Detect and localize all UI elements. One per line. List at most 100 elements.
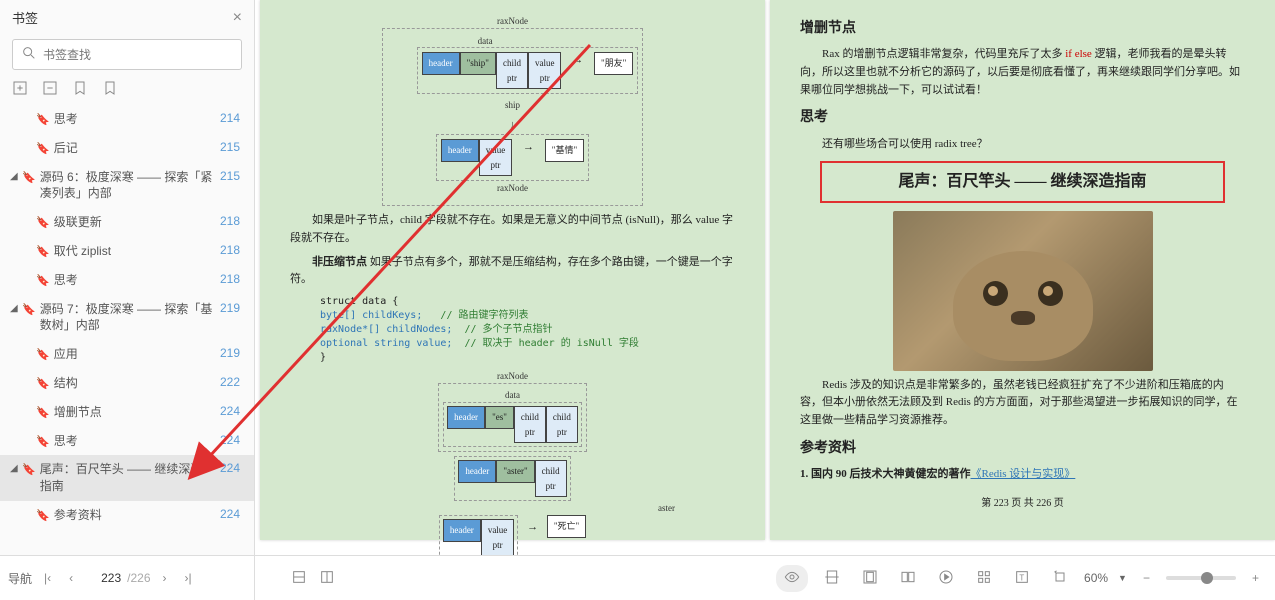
bookmark-item[interactable]: 🔖 取代 ziplist 218 bbox=[0, 237, 254, 266]
close-icon[interactable]: × bbox=[233, 9, 242, 27]
rotate-icon[interactable] bbox=[1046, 563, 1074, 594]
bookmark-sidebar: 书签 × 🔖思考214🔖后记215◢🔖源码 6：极度深寒 —— 探索「紧凑列表」… bbox=[0, 0, 255, 555]
fit-width-icon[interactable] bbox=[818, 563, 846, 594]
bookmark-tree[interactable]: 🔖思考214🔖后记215◢🔖源码 6：极度深寒 —— 探索「紧凑列表」内部215… bbox=[0, 105, 254, 555]
zoom-in-icon[interactable]: + bbox=[1246, 565, 1265, 591]
bookmark-page: 218 bbox=[220, 243, 240, 257]
bookmark-page: 224 bbox=[220, 404, 240, 418]
sidebar-title: 书签 bbox=[12, 8, 38, 27]
last-page-icon[interactable]: ›| bbox=[179, 565, 198, 591]
bookmark-item[interactable]: 🔖 思考 218 bbox=[0, 266, 254, 295]
bookmark-page: 214 bbox=[220, 111, 240, 125]
collapse-all-icon[interactable] bbox=[42, 80, 58, 99]
bookmark-item[interactable]: 🔖应用219 bbox=[0, 340, 254, 369]
bookmark-item[interactable]: 🔖后记215 bbox=[0, 134, 254, 163]
bookmark-glyph-icon: 🔖 bbox=[36, 245, 50, 258]
bookmark-item[interactable]: 🔖 结构 222 bbox=[0, 369, 254, 398]
bookmark-item[interactable]: 🔖 思考 214 bbox=[0, 105, 254, 134]
bookmark-label: 思考 bbox=[54, 111, 214, 128]
caret-icon[interactable]: ◢ bbox=[10, 463, 22, 474]
paragraph: Redis 涉及的知识点是非常繁多的，虽然老钱已经疯狂扩充了不少进阶和压箱底的内… bbox=[800, 377, 1245, 430]
reference: 1. 国内 90 后技术大神黄健宏的著作《Redis 设计与实现》 bbox=[800, 466, 1245, 484]
first-page-icon[interactable]: |‹ bbox=[38, 565, 57, 591]
play-icon[interactable] bbox=[932, 563, 960, 594]
section-heading: 参考资料 bbox=[800, 438, 1245, 460]
zoom-slider[interactable] bbox=[1166, 576, 1236, 580]
bookmark-chapter[interactable]: ◢🔖 源码 7：极度深寒 —— 探索「基数树」内部 219 bbox=[0, 295, 254, 341]
bookmark-label: 思考 bbox=[54, 433, 214, 450]
outline-icon[interactable] bbox=[313, 563, 341, 594]
bookmark-label: 后记 bbox=[54, 140, 214, 157]
bookmark-label: 级联更新 bbox=[54, 214, 214, 231]
next-page-icon[interactable]: › bbox=[157, 565, 173, 591]
bookmark-glyph-icon: 🔖 bbox=[36, 216, 50, 229]
bookmark-page: 219 bbox=[220, 346, 240, 360]
bookmark-glyph-icon: 🔖 bbox=[36, 377, 50, 390]
bookmark-label: 源码 6：极度深寒 —— 探索「紧凑列表」内部 bbox=[40, 169, 214, 203]
bookmark-outline-icon[interactable] bbox=[102, 80, 118, 99]
bookmark-page: 224 bbox=[220, 507, 240, 521]
grid-icon[interactable] bbox=[970, 563, 998, 594]
thumbnail-icon[interactable] bbox=[285, 563, 313, 594]
page-input[interactable] bbox=[85, 571, 121, 585]
page-viewport: raxNode data header"ship"child ptrvalue … bbox=[255, 0, 1275, 555]
bookmark-chapter[interactable]: ◢🔖源码 6：极度深寒 —— 探索「紧凑列表」内部215 bbox=[0, 163, 254, 209]
eye-icon[interactable] bbox=[776, 565, 808, 592]
bookmark-page: 224 bbox=[220, 433, 240, 447]
bookmark-page: 224 bbox=[220, 461, 240, 475]
bookmark-glyph-icon: 🔖 bbox=[36, 274, 50, 287]
paragraph: 还有哪些场合可以使用 radix tree？ bbox=[800, 136, 1245, 154]
bookmark-label: 应用 bbox=[54, 346, 214, 363]
section-heading: 增删节点 bbox=[800, 18, 1245, 40]
search-input[interactable] bbox=[43, 48, 233, 62]
text-icon[interactable]: T bbox=[1008, 563, 1036, 594]
bookmark-page: 222 bbox=[220, 375, 240, 389]
page-223: 增删节点 Rax 的增删节点逻辑非常复杂，代码里充斥了太多 if else 逻辑… bbox=[770, 0, 1275, 540]
bookmark-label: 源码 7：极度深寒 —— 探索「基数树」内部 bbox=[40, 301, 214, 335]
section-heading: 思考 bbox=[800, 107, 1245, 129]
paragraph: Rax 的增删节点逻辑非常复杂，代码里充斥了太多 if else 逻辑，老师我看… bbox=[800, 46, 1245, 99]
bottom-toolbar: 导航 |‹ ‹ /226 › ›| T 60% ▼ − + bbox=[0, 555, 1275, 600]
bookmark-glyph-icon: 🔖 bbox=[22, 463, 36, 476]
bookmark-glyph-icon: 🔖 bbox=[36, 113, 50, 126]
zoom-out-icon[interactable]: − bbox=[1137, 565, 1156, 591]
bookmark-page: 215 bbox=[220, 140, 240, 154]
bookmark-glyph-icon: 🔖 bbox=[36, 509, 50, 522]
svg-text:T: T bbox=[1019, 573, 1024, 582]
bookmark-glyph-icon: 🔖 bbox=[22, 171, 36, 184]
zoom-percent: 60% bbox=[1084, 571, 1108, 585]
bookmark-label: 增删节点 bbox=[54, 404, 214, 421]
bookmark-label: 取代 ziplist bbox=[54, 243, 214, 260]
code-block: struct data { byte[] childKeys; // 路由键字符… bbox=[320, 295, 735, 365]
diagram-label: raxNode bbox=[290, 14, 735, 28]
bookmark-page: 219 bbox=[220, 301, 240, 315]
expand-all-icon[interactable] bbox=[12, 80, 28, 99]
bookmark-glyph-icon: 🔖 bbox=[22, 303, 36, 316]
bookmark-chapter[interactable]: ◢🔖尾声：百尺竿头 —— 继续深造指南224 bbox=[0, 455, 254, 501]
page-222: raxNode data header"ship"child ptrvalue … bbox=[260, 0, 765, 540]
bookmark-item[interactable]: 🔖参考资料224 bbox=[0, 501, 254, 530]
sidebar-header: 书签 × bbox=[0, 0, 254, 35]
paragraph: 非压缩节点 如果子节点有多个，那就不是压缩结构，存在多个路由键，一个键是一个字符… bbox=[290, 254, 735, 289]
bookmark-label: 思考 bbox=[54, 272, 214, 289]
prev-page-icon[interactable]: ‹ bbox=[63, 565, 79, 591]
fit-page-icon[interactable] bbox=[856, 563, 884, 594]
caret-icon[interactable]: ◢ bbox=[10, 303, 22, 314]
caret-icon[interactable]: ◢ bbox=[10, 171, 22, 182]
sidebar-toolbar bbox=[0, 74, 254, 105]
search-icon bbox=[21, 45, 37, 64]
paragraph: 如果是叶子节点，child 字段就不存在。如果是无意义的中间节点 (isNull… bbox=[290, 212, 735, 247]
bookmark-item[interactable]: 🔖 思考 224 bbox=[0, 427, 254, 456]
page-navigator: 导航 |‹ ‹ /226 › ›| bbox=[0, 556, 255, 600]
bookmark-item[interactable]: 🔖增删节点224 bbox=[0, 398, 254, 427]
search-box[interactable] bbox=[12, 39, 242, 70]
bookmark-icon[interactable] bbox=[72, 80, 88, 99]
two-page-icon[interactable] bbox=[894, 563, 922, 594]
bookmark-page: 218 bbox=[220, 214, 240, 228]
bookmark-page: 218 bbox=[220, 272, 240, 286]
chapter-title: 尾声：百尺竿头 —— 继续深造指南 bbox=[820, 161, 1225, 203]
bookmark-item[interactable]: 🔖 级联更新 218 bbox=[0, 208, 254, 237]
bookmark-glyph-icon: 🔖 bbox=[36, 435, 50, 448]
nav-label: 导航 bbox=[8, 570, 32, 587]
bookmark-label: 结构 bbox=[54, 375, 214, 392]
